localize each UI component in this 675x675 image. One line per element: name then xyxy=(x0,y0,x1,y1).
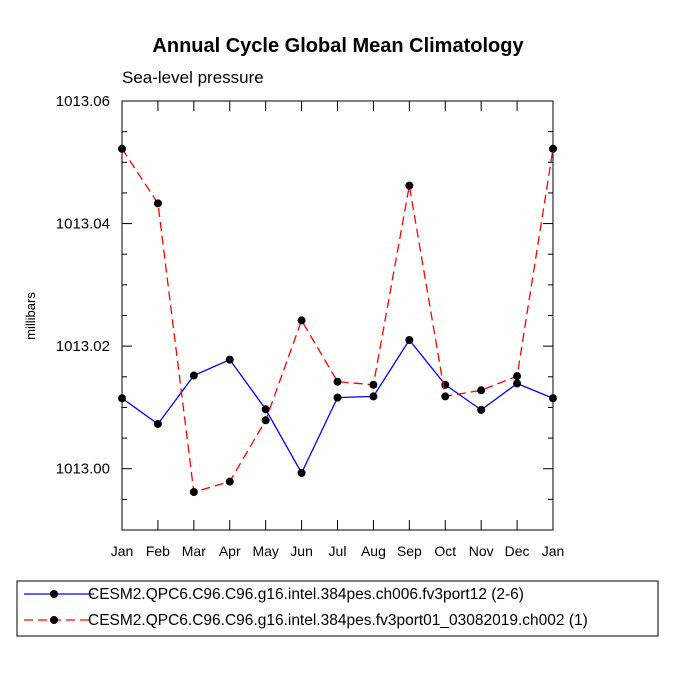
x-tick-label-12: Jan xyxy=(542,543,565,559)
series-1-point-5 xyxy=(297,316,306,325)
series-0-point-4 xyxy=(261,405,270,414)
legend-entries: CESM2.QPC6.C96.C96.g16.intel.384pes.ch00… xyxy=(24,586,588,629)
y-tick-label-0: 1013.00 xyxy=(56,461,110,478)
series-0-point-6 xyxy=(333,393,342,402)
x-tick-label-10: Nov xyxy=(469,543,494,559)
x-tick-label-8: Sep xyxy=(397,543,422,559)
series-1-point-4 xyxy=(261,416,270,425)
series-layer xyxy=(118,144,557,497)
legend-label-0: CESM2.QPC6.C96.C96.g16.intel.384pes.ch00… xyxy=(88,586,524,603)
y-axis-title: millibars xyxy=(23,292,38,340)
series-line-0 xyxy=(121,338,554,475)
series-0-point-7 xyxy=(369,392,378,401)
chart-title: Annual Cycle Global Mean Climatology xyxy=(152,35,524,57)
series-0 xyxy=(118,336,557,478)
series-0-point-10 xyxy=(477,405,486,414)
series-1-point-11 xyxy=(513,372,522,381)
series-1-point-3 xyxy=(225,477,234,486)
series-0-point-1 xyxy=(153,419,162,428)
y-tick-label-1: 1013.02 xyxy=(56,338,110,355)
series-0-point-5 xyxy=(297,469,306,478)
x-tick-label-5: Jun xyxy=(290,543,313,559)
series-line-1 xyxy=(121,148,554,493)
x-tick-label-6: Jul xyxy=(329,543,347,559)
series-1-point-2 xyxy=(189,488,198,497)
x-tick-label-9: Oct xyxy=(434,543,456,559)
series-0-point-0 xyxy=(118,394,126,403)
series-1 xyxy=(118,144,557,497)
legend: CESM2.QPC6.C96.C96.g16.intel.384pes.ch00… xyxy=(16,580,659,637)
series-1-point-12 xyxy=(549,144,557,153)
legend-entry-0: CESM2.QPC6.C96.C96.g16.intel.384pes.ch00… xyxy=(24,586,524,603)
series-1-point-9 xyxy=(441,392,450,401)
series-1-point-7 xyxy=(369,380,378,389)
x-tick-label-4: May xyxy=(252,543,278,559)
chart-subtitle: Sea-level pressure xyxy=(122,68,264,87)
x-tick-label-7: Aug xyxy=(361,543,386,559)
legend-marker-0 xyxy=(50,590,58,598)
x-tick-label-11: Dec xyxy=(505,543,530,559)
legend-entry-1: CESM2.QPC6.C96.C96.g16.intel.384pes.fv3p… xyxy=(24,612,588,629)
series-1-point-0 xyxy=(118,144,126,153)
x-tick-label-2: Mar xyxy=(182,543,206,559)
y-tick-label-3: 1013.06 xyxy=(56,93,110,110)
legend-box xyxy=(16,580,659,637)
x-tick-label-0: Jan xyxy=(111,543,134,559)
legend-marker-1 xyxy=(50,616,58,624)
series-1-point-6 xyxy=(333,377,342,386)
series-0-point-12 xyxy=(549,394,557,403)
x-tick-label-1: Feb xyxy=(146,543,170,559)
plot-frame xyxy=(121,100,554,531)
x-tick-label-3: Apr xyxy=(219,543,241,559)
ticks-layer: Jan Feb Mar Apr May Jun Jul Aug Sep Oct Nov Dec Jan 1… xyxy=(56,93,565,559)
series-1-point-1 xyxy=(153,199,162,208)
legend-label-1: CESM2.QPC6.C96.C96.g16.intel.384pes.fv3p… xyxy=(88,612,588,629)
series-1-point-8 xyxy=(405,181,414,190)
series-0-point-11 xyxy=(513,379,522,388)
series-0-point-2 xyxy=(189,371,198,380)
series-0-point-8 xyxy=(405,336,414,345)
series-0-point-3 xyxy=(225,355,234,364)
series-1-point-10 xyxy=(477,386,486,395)
y-tick-label-2: 1013.04 xyxy=(56,216,110,233)
